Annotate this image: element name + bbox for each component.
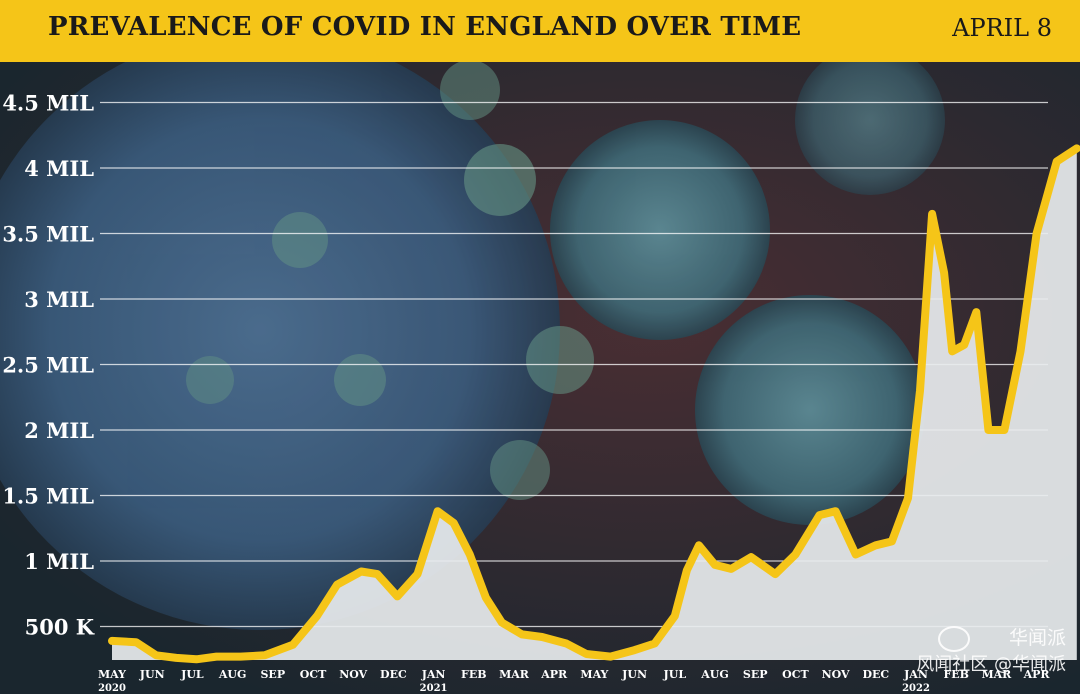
chart-title: PREVALENCE OF COVID IN ENGLAND OVER TIME	[48, 12, 802, 42]
area-fill-layer	[112, 148, 1077, 660]
virus-illustration	[0, 30, 945, 630]
x-tick-year: 2021	[420, 683, 448, 694]
x-tick-label: MAY	[580, 668, 608, 681]
series-area	[112, 148, 1077, 660]
y-tick-label: 3 MIL	[24, 287, 94, 312]
date-label: APRIL 8	[952, 14, 1052, 42]
y-tick-label: 500 K	[25, 615, 95, 640]
x-tick-label: OCT	[300, 668, 327, 681]
header-bar: PREVALENCE OF COVID IN ENGLAND OVER TIME…	[0, 0, 1080, 62]
x-tick-label: JAN	[421, 668, 446, 681]
x-tick-label: OCT	[782, 668, 809, 681]
x-tick-label: DEC	[862, 668, 889, 681]
x-tick-label: FEB	[943, 668, 969, 681]
x-tick-label: JUN	[621, 668, 647, 681]
y-tick-label: 2.5 MIL	[2, 353, 94, 378]
x-tick-label: SEP	[743, 668, 768, 681]
x-tick-label: JAN	[903, 668, 928, 681]
y-tick-label: 3.5 MIL	[2, 222, 94, 247]
x-tick-label: JUL	[180, 668, 204, 681]
x-tick-label: AUG	[700, 668, 729, 681]
watermark-name: 华闻派	[1008, 627, 1066, 649]
x-tick-label: DEC	[380, 668, 407, 681]
x-tick-label: JUN	[139, 668, 165, 681]
x-tick-label: MAR	[981, 668, 1012, 681]
line-layer	[108, 144, 1080, 664]
y-tick-label: 1.5 MIL	[2, 484, 94, 509]
x-tick-label: APR	[540, 668, 568, 681]
y-tick-label: 4 MIL	[24, 156, 94, 181]
watermark-handle: 风闻社区 @华闻派	[916, 654, 1066, 675]
y-tick-label: 4.5 MIL	[2, 91, 94, 116]
x-tick-label: NOV	[822, 668, 850, 681]
x-tick-label: AUG	[218, 668, 247, 681]
y-tick-label: 2 MIL	[24, 418, 94, 443]
series-line	[108, 144, 1080, 664]
x-tick-label: SEP	[260, 668, 285, 681]
x-tick-label: FEB	[461, 668, 487, 681]
y-axis-ticks: 500 K 1 MIL 1.5 MIL 2 MIL 2.5 MIL 3 MIL 3.5 MI…	[2, 91, 94, 640]
wechat-icon	[938, 626, 970, 652]
x-tick-label: MAR	[499, 668, 530, 681]
x-tick-year: 2020	[98, 683, 126, 694]
x-axis-ticks: MAY 2020 JUN JUL AUG SEP OCT NOV DEC JAN 2021 FEB MA…	[98, 668, 1050, 694]
x-tick-label: NOV	[339, 668, 367, 681]
x-tick-label: APR	[1023, 668, 1051, 681]
x-tick-label: JUL	[663, 668, 687, 681]
x-tick-year: 2022	[902, 683, 930, 694]
x-tick-label: MAY	[98, 668, 126, 681]
y-tick-label: 1 MIL	[24, 549, 94, 574]
